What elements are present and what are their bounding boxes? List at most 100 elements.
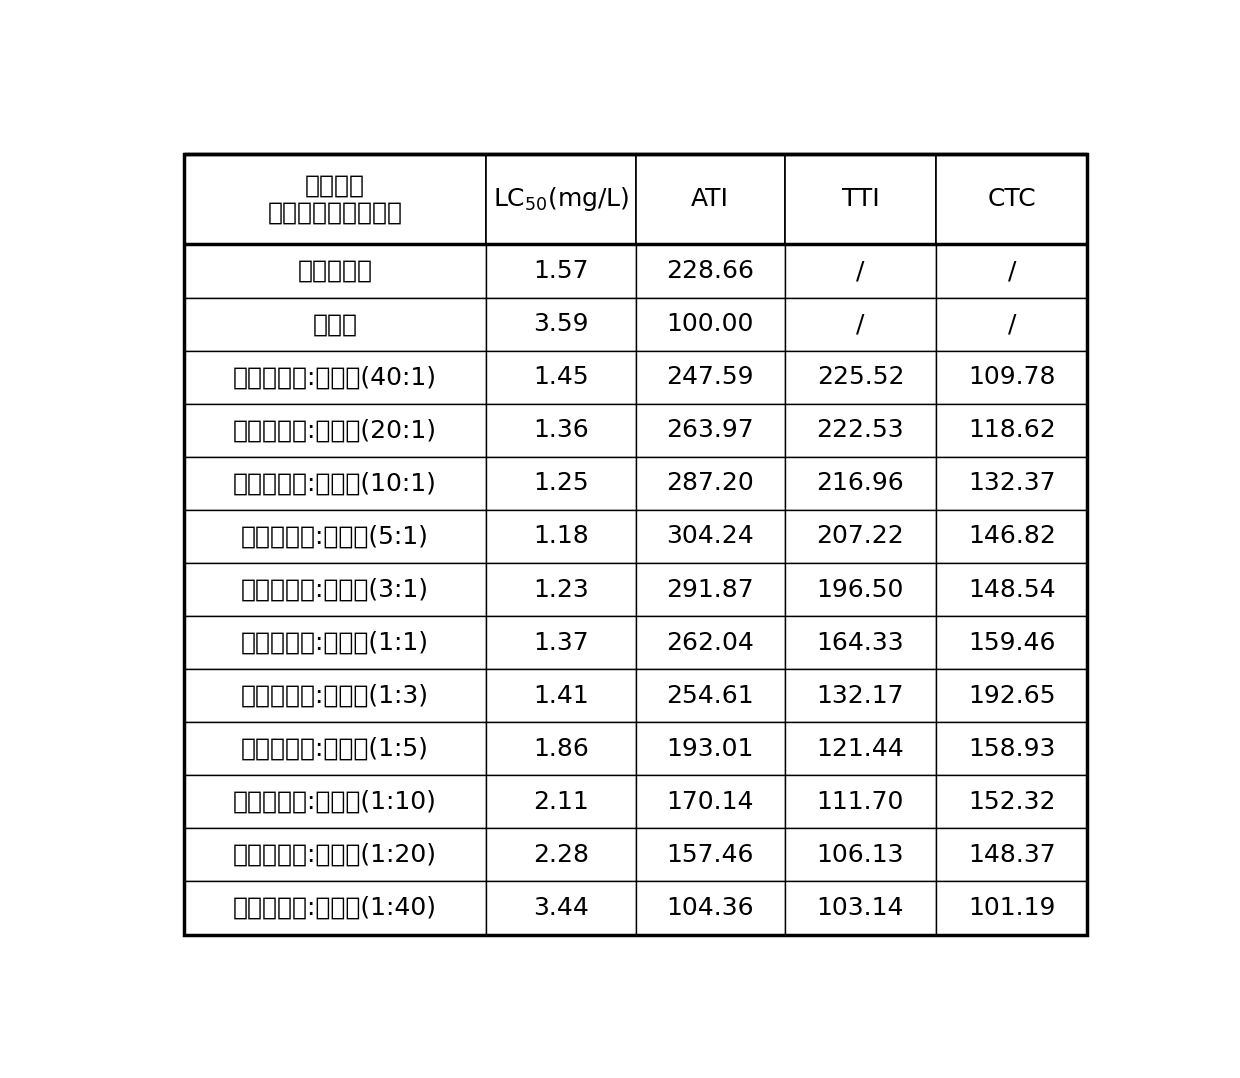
Bar <box>184 775 486 828</box>
Text: 104.36: 104.36 <box>666 896 754 920</box>
Text: /: / <box>1008 259 1016 284</box>
Text: 132.17: 132.17 <box>817 683 904 707</box>
Text: （有效成分重量比）: （有效成分重量比） <box>268 201 403 225</box>
Bar <box>785 828 936 882</box>
Bar <box>184 616 486 669</box>
Text: 氯噻啉: 氯噻啉 <box>312 313 357 336</box>
Bar <box>635 510 785 563</box>
Text: /: / <box>857 313 864 336</box>
Bar <box>184 298 486 350</box>
Bar <box>785 669 936 722</box>
Text: 101.19: 101.19 <box>968 896 1055 920</box>
Text: 263.97: 263.97 <box>666 418 754 442</box>
Text: 处理药剂: 处理药剂 <box>305 174 365 198</box>
Bar <box>635 154 785 245</box>
Text: 3.59: 3.59 <box>533 313 589 336</box>
Bar <box>635 563 785 616</box>
Text: 三氟苯嘧啶:氯噻啉(20:1): 三氟苯嘧啶:氯噻啉(20:1) <box>233 418 438 442</box>
Text: 三氟苯嘧啶:氯噻啉(1:3): 三氟苯嘧啶:氯噻啉(1:3) <box>241 683 429 707</box>
Bar <box>785 775 936 828</box>
Bar <box>785 510 936 563</box>
Text: CTC: CTC <box>987 188 1037 211</box>
Bar <box>785 154 936 245</box>
Text: 3.44: 3.44 <box>533 896 589 920</box>
Bar <box>785 722 936 775</box>
Text: 三氟苯嘧啶:氯噻啉(5:1): 三氟苯嘧啶:氯噻啉(5:1) <box>242 524 429 549</box>
Bar <box>486 154 635 245</box>
Bar <box>936 154 1087 245</box>
Text: 三氟苯嘧啶:氯噻啉(3:1): 三氟苯嘧啶:氯噻啉(3:1) <box>241 578 429 602</box>
Text: LC$_{50}$(mg/L): LC$_{50}$(mg/L) <box>492 185 629 213</box>
Text: 1.36: 1.36 <box>533 418 589 442</box>
Text: 111.70: 111.70 <box>817 790 904 814</box>
Bar <box>936 882 1087 935</box>
Bar <box>486 457 635 510</box>
Bar <box>184 828 486 882</box>
Bar <box>184 722 486 775</box>
Bar <box>184 457 486 510</box>
Text: 三氟苯嘧啶:氯噻啉(1:5): 三氟苯嘧啶:氯噻啉(1:5) <box>242 736 429 761</box>
Text: 146.82: 146.82 <box>967 524 1055 549</box>
Bar <box>486 775 635 828</box>
Bar <box>184 563 486 616</box>
Text: 1.86: 1.86 <box>533 736 589 761</box>
Text: 152.32: 152.32 <box>968 790 1055 814</box>
Bar <box>936 350 1087 404</box>
Bar <box>635 882 785 935</box>
Text: 222.53: 222.53 <box>817 418 904 442</box>
Text: 121.44: 121.44 <box>817 736 904 761</box>
Text: TTI: TTI <box>842 188 879 211</box>
Text: 158.93: 158.93 <box>968 736 1055 761</box>
Text: 103.14: 103.14 <box>817 896 904 920</box>
Bar <box>486 616 635 669</box>
Bar <box>184 404 486 457</box>
Text: 164.33: 164.33 <box>817 631 904 654</box>
Text: 148.54: 148.54 <box>968 578 1055 602</box>
Bar <box>635 669 785 722</box>
Bar <box>184 350 486 404</box>
Text: 100.00: 100.00 <box>666 313 754 336</box>
Bar <box>184 154 486 245</box>
Text: 2.11: 2.11 <box>533 790 589 814</box>
Bar <box>785 245 936 298</box>
Bar <box>785 298 936 350</box>
Text: 三氟苯嘧啶:氯噻啉(40:1): 三氟苯嘧啶:氯噻啉(40:1) <box>233 365 438 389</box>
Bar <box>936 510 1087 563</box>
Text: 1.45: 1.45 <box>533 365 589 389</box>
Text: 132.37: 132.37 <box>968 471 1055 496</box>
Text: 三氟苯嘧啶:氯噻啉(1:20): 三氟苯嘧啶:氯噻啉(1:20) <box>233 843 438 867</box>
Bar <box>486 722 635 775</box>
Bar <box>486 828 635 882</box>
Text: 193.01: 193.01 <box>666 736 754 761</box>
Bar <box>785 563 936 616</box>
Bar <box>184 510 486 563</box>
Text: 118.62: 118.62 <box>968 418 1055 442</box>
Text: 1.23: 1.23 <box>533 578 589 602</box>
Text: 262.04: 262.04 <box>666 631 754 654</box>
Bar <box>486 563 635 616</box>
Bar <box>635 722 785 775</box>
Text: 148.37: 148.37 <box>968 843 1055 867</box>
Bar <box>936 245 1087 298</box>
Bar <box>635 457 785 510</box>
Text: 1.41: 1.41 <box>533 683 589 707</box>
Bar <box>486 350 635 404</box>
Text: 1.18: 1.18 <box>533 524 589 549</box>
Text: 196.50: 196.50 <box>817 578 904 602</box>
Bar <box>936 616 1087 669</box>
Bar <box>785 882 936 935</box>
Text: 159.46: 159.46 <box>968 631 1055 654</box>
Text: 2.28: 2.28 <box>533 843 589 867</box>
Bar <box>184 669 486 722</box>
Bar <box>184 882 486 935</box>
Bar <box>785 457 936 510</box>
Bar <box>486 298 635 350</box>
Text: 247.59: 247.59 <box>666 365 754 389</box>
Text: 207.22: 207.22 <box>817 524 904 549</box>
Text: ATI: ATI <box>691 188 729 211</box>
Bar <box>936 298 1087 350</box>
Bar <box>936 828 1087 882</box>
Text: 192.65: 192.65 <box>968 683 1055 707</box>
Bar <box>936 669 1087 722</box>
Text: 106.13: 106.13 <box>817 843 904 867</box>
